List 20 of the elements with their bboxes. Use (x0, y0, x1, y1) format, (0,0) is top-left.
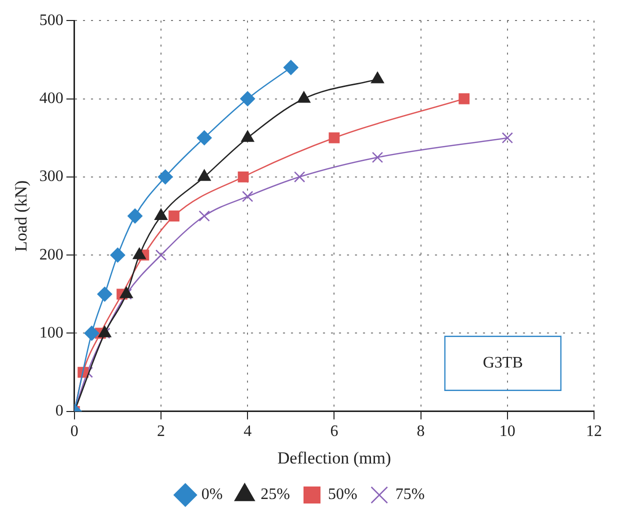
x-tick-label: 2 (157, 423, 165, 440)
legend-label: 50% (328, 486, 358, 504)
y-tick-label: 200 (39, 246, 64, 264)
annotation: G3TB (482, 354, 523, 372)
y-tick-label: 300 (39, 168, 64, 186)
legend-label: 75% (395, 486, 425, 504)
x-tick-label: 4 (244, 423, 252, 440)
legend-label: 25% (260, 486, 290, 504)
x-tick-label: 10 (499, 423, 516, 440)
y-tick-label: 400 (39, 90, 64, 107)
y-tick-label: 500 (39, 12, 64, 29)
x-tick-label: 6 (330, 423, 338, 440)
y-tick-label: 0 (55, 402, 64, 420)
x-tick-label: 12 (586, 423, 602, 440)
x-tick-label: 8 (416, 423, 425, 440)
x-tick-label: 0 (70, 423, 78, 440)
x-axis-title: Deflection (mm) (277, 448, 392, 468)
y-tick-label: 100 (39, 324, 64, 342)
legend-label: 0% (201, 486, 223, 504)
y-axis-title: Load (kN) (12, 180, 31, 252)
